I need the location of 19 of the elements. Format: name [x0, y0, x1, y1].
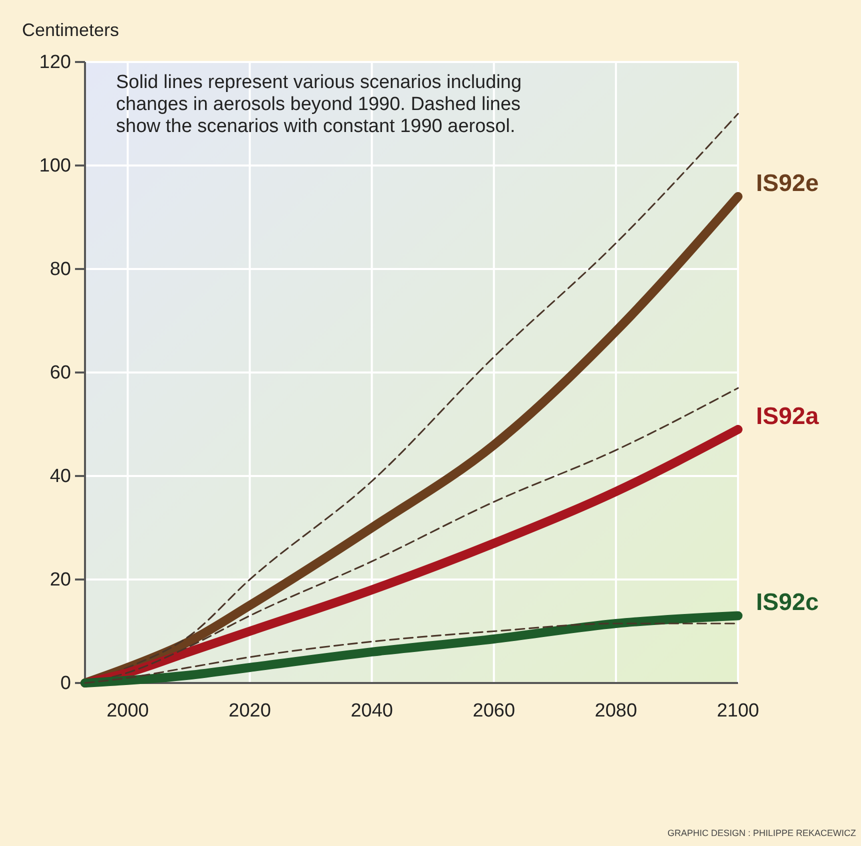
- y-axis-title: Centimeters: [22, 20, 120, 40]
- annotation: Solid lines represent various scenarios including changes in aerosols beyond 1990. Dashed lines show the scenarios with constant 1990 aerosol.: [116, 72, 523, 138]
- x-tick-label: 2000: [106, 700, 149, 722]
- x-tick-label: 2040: [350, 700, 393, 722]
- x-tick-label: 2060: [472, 700, 516, 722]
- y-tick-label: 100: [39, 156, 71, 177]
- series-label: IS92e: [756, 170, 819, 197]
- x-tick-label: 2020: [228, 700, 271, 722]
- y-tick-label: 80: [50, 259, 71, 280]
- y-tick-label: 120: [39, 52, 71, 74]
- series-label: IS92a: [756, 402, 820, 430]
- series-label: IS92c: [756, 589, 819, 616]
- x-tick-label: 2080: [594, 700, 638, 722]
- text: GRAPHIC DESIGN : PHILIPPE REKACEWICZ: [667, 828, 856, 838]
- y-tick-label: 0: [60, 673, 71, 694]
- x-tick-label: 2100: [716, 700, 760, 722]
- y-tick-label: 20: [50, 570, 71, 591]
- y-tick-label: 40: [50, 466, 71, 488]
- y-tick-label: 60: [50, 362, 71, 384]
